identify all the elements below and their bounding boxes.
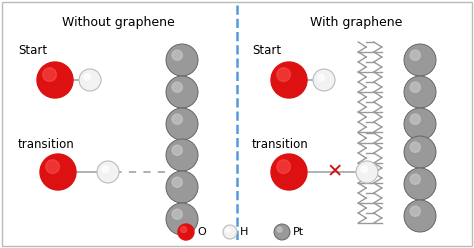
- Circle shape: [102, 166, 109, 173]
- Circle shape: [404, 76, 436, 108]
- Circle shape: [313, 69, 335, 91]
- Circle shape: [318, 74, 325, 81]
- Circle shape: [177, 150, 193, 166]
- Circle shape: [415, 55, 431, 71]
- Circle shape: [356, 161, 378, 183]
- Text: H: H: [240, 227, 248, 237]
- Circle shape: [172, 82, 182, 92]
- Circle shape: [404, 136, 436, 168]
- Circle shape: [415, 211, 431, 227]
- Circle shape: [172, 114, 182, 124]
- Circle shape: [410, 206, 420, 216]
- Text: O: O: [197, 227, 206, 237]
- Circle shape: [415, 147, 431, 163]
- Circle shape: [271, 154, 307, 190]
- FancyBboxPatch shape: [2, 2, 472, 246]
- Circle shape: [166, 76, 198, 108]
- Circle shape: [166, 44, 198, 76]
- Circle shape: [172, 145, 182, 155]
- Circle shape: [404, 108, 436, 140]
- Circle shape: [84, 74, 91, 81]
- Circle shape: [415, 119, 431, 135]
- Text: With graphene: With graphene: [310, 16, 402, 29]
- Circle shape: [177, 87, 193, 103]
- Circle shape: [415, 179, 431, 195]
- Circle shape: [223, 225, 237, 239]
- Circle shape: [280, 230, 288, 238]
- Circle shape: [226, 228, 230, 232]
- Circle shape: [404, 200, 436, 232]
- Circle shape: [404, 44, 436, 76]
- Circle shape: [166, 139, 198, 171]
- Circle shape: [79, 69, 101, 91]
- Circle shape: [410, 82, 420, 92]
- Circle shape: [178, 224, 194, 240]
- Circle shape: [177, 55, 193, 71]
- Circle shape: [166, 108, 198, 140]
- Circle shape: [277, 68, 291, 81]
- Circle shape: [410, 114, 420, 124]
- Circle shape: [43, 68, 56, 81]
- Circle shape: [415, 87, 431, 103]
- Circle shape: [274, 224, 290, 240]
- Text: transition: transition: [252, 138, 309, 151]
- Circle shape: [166, 171, 198, 203]
- Circle shape: [361, 166, 367, 173]
- Circle shape: [410, 142, 420, 152]
- Circle shape: [172, 209, 182, 219]
- Circle shape: [37, 62, 73, 98]
- Circle shape: [172, 177, 182, 187]
- Text: Pt: Pt: [293, 227, 304, 237]
- Circle shape: [277, 160, 291, 173]
- Circle shape: [97, 161, 119, 183]
- Text: ✕: ✕: [327, 162, 343, 182]
- Text: transition: transition: [18, 138, 75, 151]
- Circle shape: [46, 160, 59, 173]
- Circle shape: [172, 50, 182, 60]
- Circle shape: [177, 182, 193, 198]
- Circle shape: [410, 174, 420, 184]
- Circle shape: [181, 227, 187, 233]
- Circle shape: [404, 168, 436, 200]
- Text: Start: Start: [252, 44, 281, 57]
- Text: Start: Start: [18, 44, 47, 57]
- Circle shape: [277, 227, 282, 232]
- Text: Without graphene: Without graphene: [62, 16, 174, 29]
- Circle shape: [271, 62, 307, 98]
- Circle shape: [166, 203, 198, 235]
- Circle shape: [40, 154, 76, 190]
- Circle shape: [177, 119, 193, 135]
- Circle shape: [410, 50, 420, 60]
- Circle shape: [177, 214, 193, 230]
